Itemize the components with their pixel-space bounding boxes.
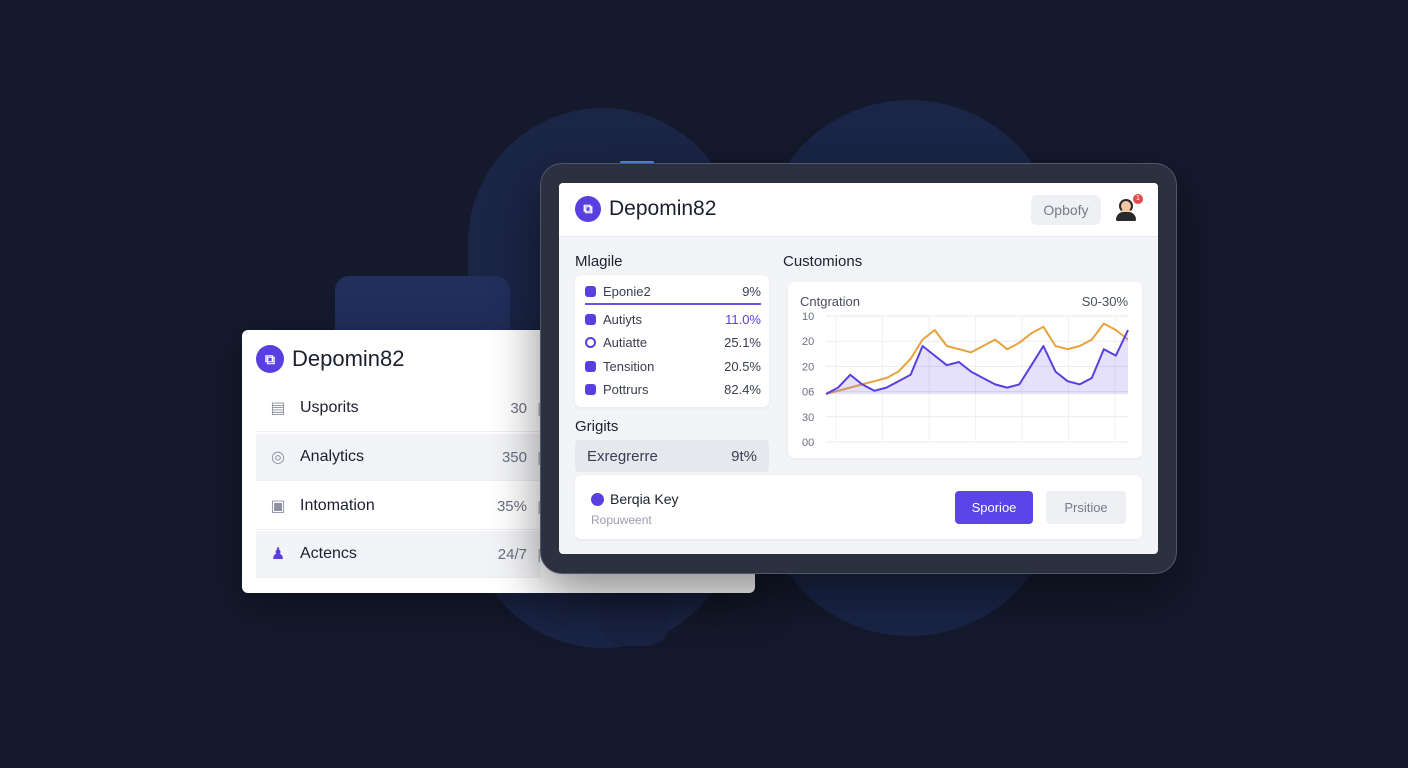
- divider: |: [527, 449, 541, 465]
- list-item[interactable]: ▣ Intomation 35% |: [256, 483, 541, 530]
- metric-value: 25.1%: [724, 334, 761, 350]
- y-tick-label: 30: [802, 412, 814, 424]
- list-item-label: Analytics: [300, 448, 365, 465]
- list-item-value: 35%: [496, 497, 527, 515]
- app-title: Depomin82: [609, 197, 717, 220]
- metric-label: Autiyts: [603, 311, 643, 327]
- y-tick-label: 06: [802, 387, 814, 399]
- grigits-value: 9t%: [731, 447, 757, 465]
- avatar-face: [1119, 199, 1133, 213]
- secondary-button[interactable]: Prsitioe: [1046, 491, 1126, 524]
- checkbox-icon: [585, 383, 596, 395]
- metric-value: 9%: [742, 283, 761, 299]
- key-icon: [591, 492, 604, 506]
- list-item-value: 30: [510, 399, 527, 417]
- section-title: Customions: [783, 253, 863, 270]
- avatar-body: [1116, 212, 1136, 221]
- series-line: [825, 329, 1129, 395]
- key-title: Berqia Key: [591, 491, 678, 507]
- metric-label: Eponie2: [603, 283, 651, 299]
- metric-label: Autiatte: [603, 334, 648, 350]
- list-item-label: Intomation: [300, 497, 375, 514]
- chart-metric: S0-30%: [1081, 294, 1128, 309]
- compass-icon: ◎: [271, 449, 285, 466]
- series-line: [825, 322, 1129, 395]
- key-title-text: Berqia Key: [610, 491, 679, 507]
- grigits-row[interactable]: Exregrerre 9t%: [575, 440, 769, 472]
- key-subtitle: Ropuweent: [591, 513, 652, 527]
- app-logo-icon: ⧉: [575, 196, 601, 222]
- primary-button[interactable]: Sporioe: [955, 491, 1033, 524]
- divider: |: [527, 400, 541, 416]
- metric-label: Tensition: [603, 358, 655, 374]
- background-accent-line: [620, 161, 654, 164]
- metric-row[interactable]: Pottrurs 82.4%: [585, 378, 761, 400]
- metric-row[interactable]: Autiatte 25.1%: [585, 331, 761, 353]
- metric-row[interactable]: Tensition 20.5%: [585, 355, 761, 377]
- y-tick-label: 10: [802, 311, 814, 323]
- app-logo-icon: ⧉: [256, 345, 284, 373]
- metric-value: 20.5%: [724, 358, 761, 374]
- avatar[interactable]: 1: [1115, 194, 1143, 221]
- metric-row[interactable]: Autiyts 11.0%: [585, 308, 761, 330]
- people-icon: ♟: [270, 546, 286, 563]
- y-tick-label: 20: [802, 336, 814, 348]
- divider: |: [527, 546, 541, 562]
- chart-card: Cntgration S0-30% 10 20 20 06 30 00: [788, 282, 1142, 458]
- briefcase-icon: ▤: [270, 400, 286, 417]
- grigits-label: Exregrerre: [587, 447, 658, 465]
- list-item-label: Actencs: [300, 545, 357, 562]
- checkbox-icon: [585, 285, 596, 297]
- brand: ⧉ Depomin82: [575, 196, 716, 222]
- list-item[interactable]: ♟ Actencs 24/7 |: [256, 531, 541, 578]
- back-panel-header: ⧉ Depomin82: [256, 344, 405, 374]
- y-tick-label: 20: [802, 361, 814, 373]
- y-tick-label: 00: [802, 437, 814, 449]
- checkbox-icon: [585, 313, 596, 325]
- list-item[interactable]: ◎ Analytics 350 |: [256, 434, 541, 481]
- app-header: ⧉ Depomin82 Opbofy 1: [559, 183, 1158, 237]
- checkbox-icon: [585, 360, 596, 372]
- divider: |: [527, 498, 541, 514]
- device-screen: ⧉ Depomin82 Opbofy 1 Mlagile Eponie2 9% …: [559, 183, 1158, 554]
- radio-icon: [585, 336, 596, 348]
- back-panel-title: Depomin82: [292, 346, 405, 371]
- square-icon: ▣: [270, 498, 286, 515]
- row-underline: [585, 303, 761, 305]
- list-item-value: 24/7: [497, 545, 527, 563]
- section-title: Mlagile: [575, 253, 623, 270]
- section-title: Grigits: [575, 418, 619, 435]
- list-item-label: Usporits: [300, 399, 359, 416]
- series-area: [826, 330, 1128, 394]
- metric-value: 82.4%: [724, 381, 761, 397]
- header-button[interactable]: Opbofy: [1031, 195, 1101, 225]
- mlagile-card: Eponie2 9% Autiyts 11.0% Autiatte 25.1% …: [575, 275, 769, 407]
- chart-title: Cntgration: [800, 294, 860, 309]
- metric-row[interactable]: Eponie2 9%: [585, 280, 761, 302]
- list-item-value: 350: [501, 448, 527, 466]
- key-card: Berqia Key Ropuweent Sporioe Prsitioe: [575, 475, 1142, 539]
- notification-badge: 1: [1133, 194, 1143, 204]
- line-chart: 10 20 20 06 30 00: [802, 311, 1129, 449]
- metric-label: Pottrurs: [603, 381, 649, 397]
- list-item[interactable]: ▤ Usporits 30 |: [256, 385, 541, 432]
- metric-value: 11.0%: [725, 311, 761, 327]
